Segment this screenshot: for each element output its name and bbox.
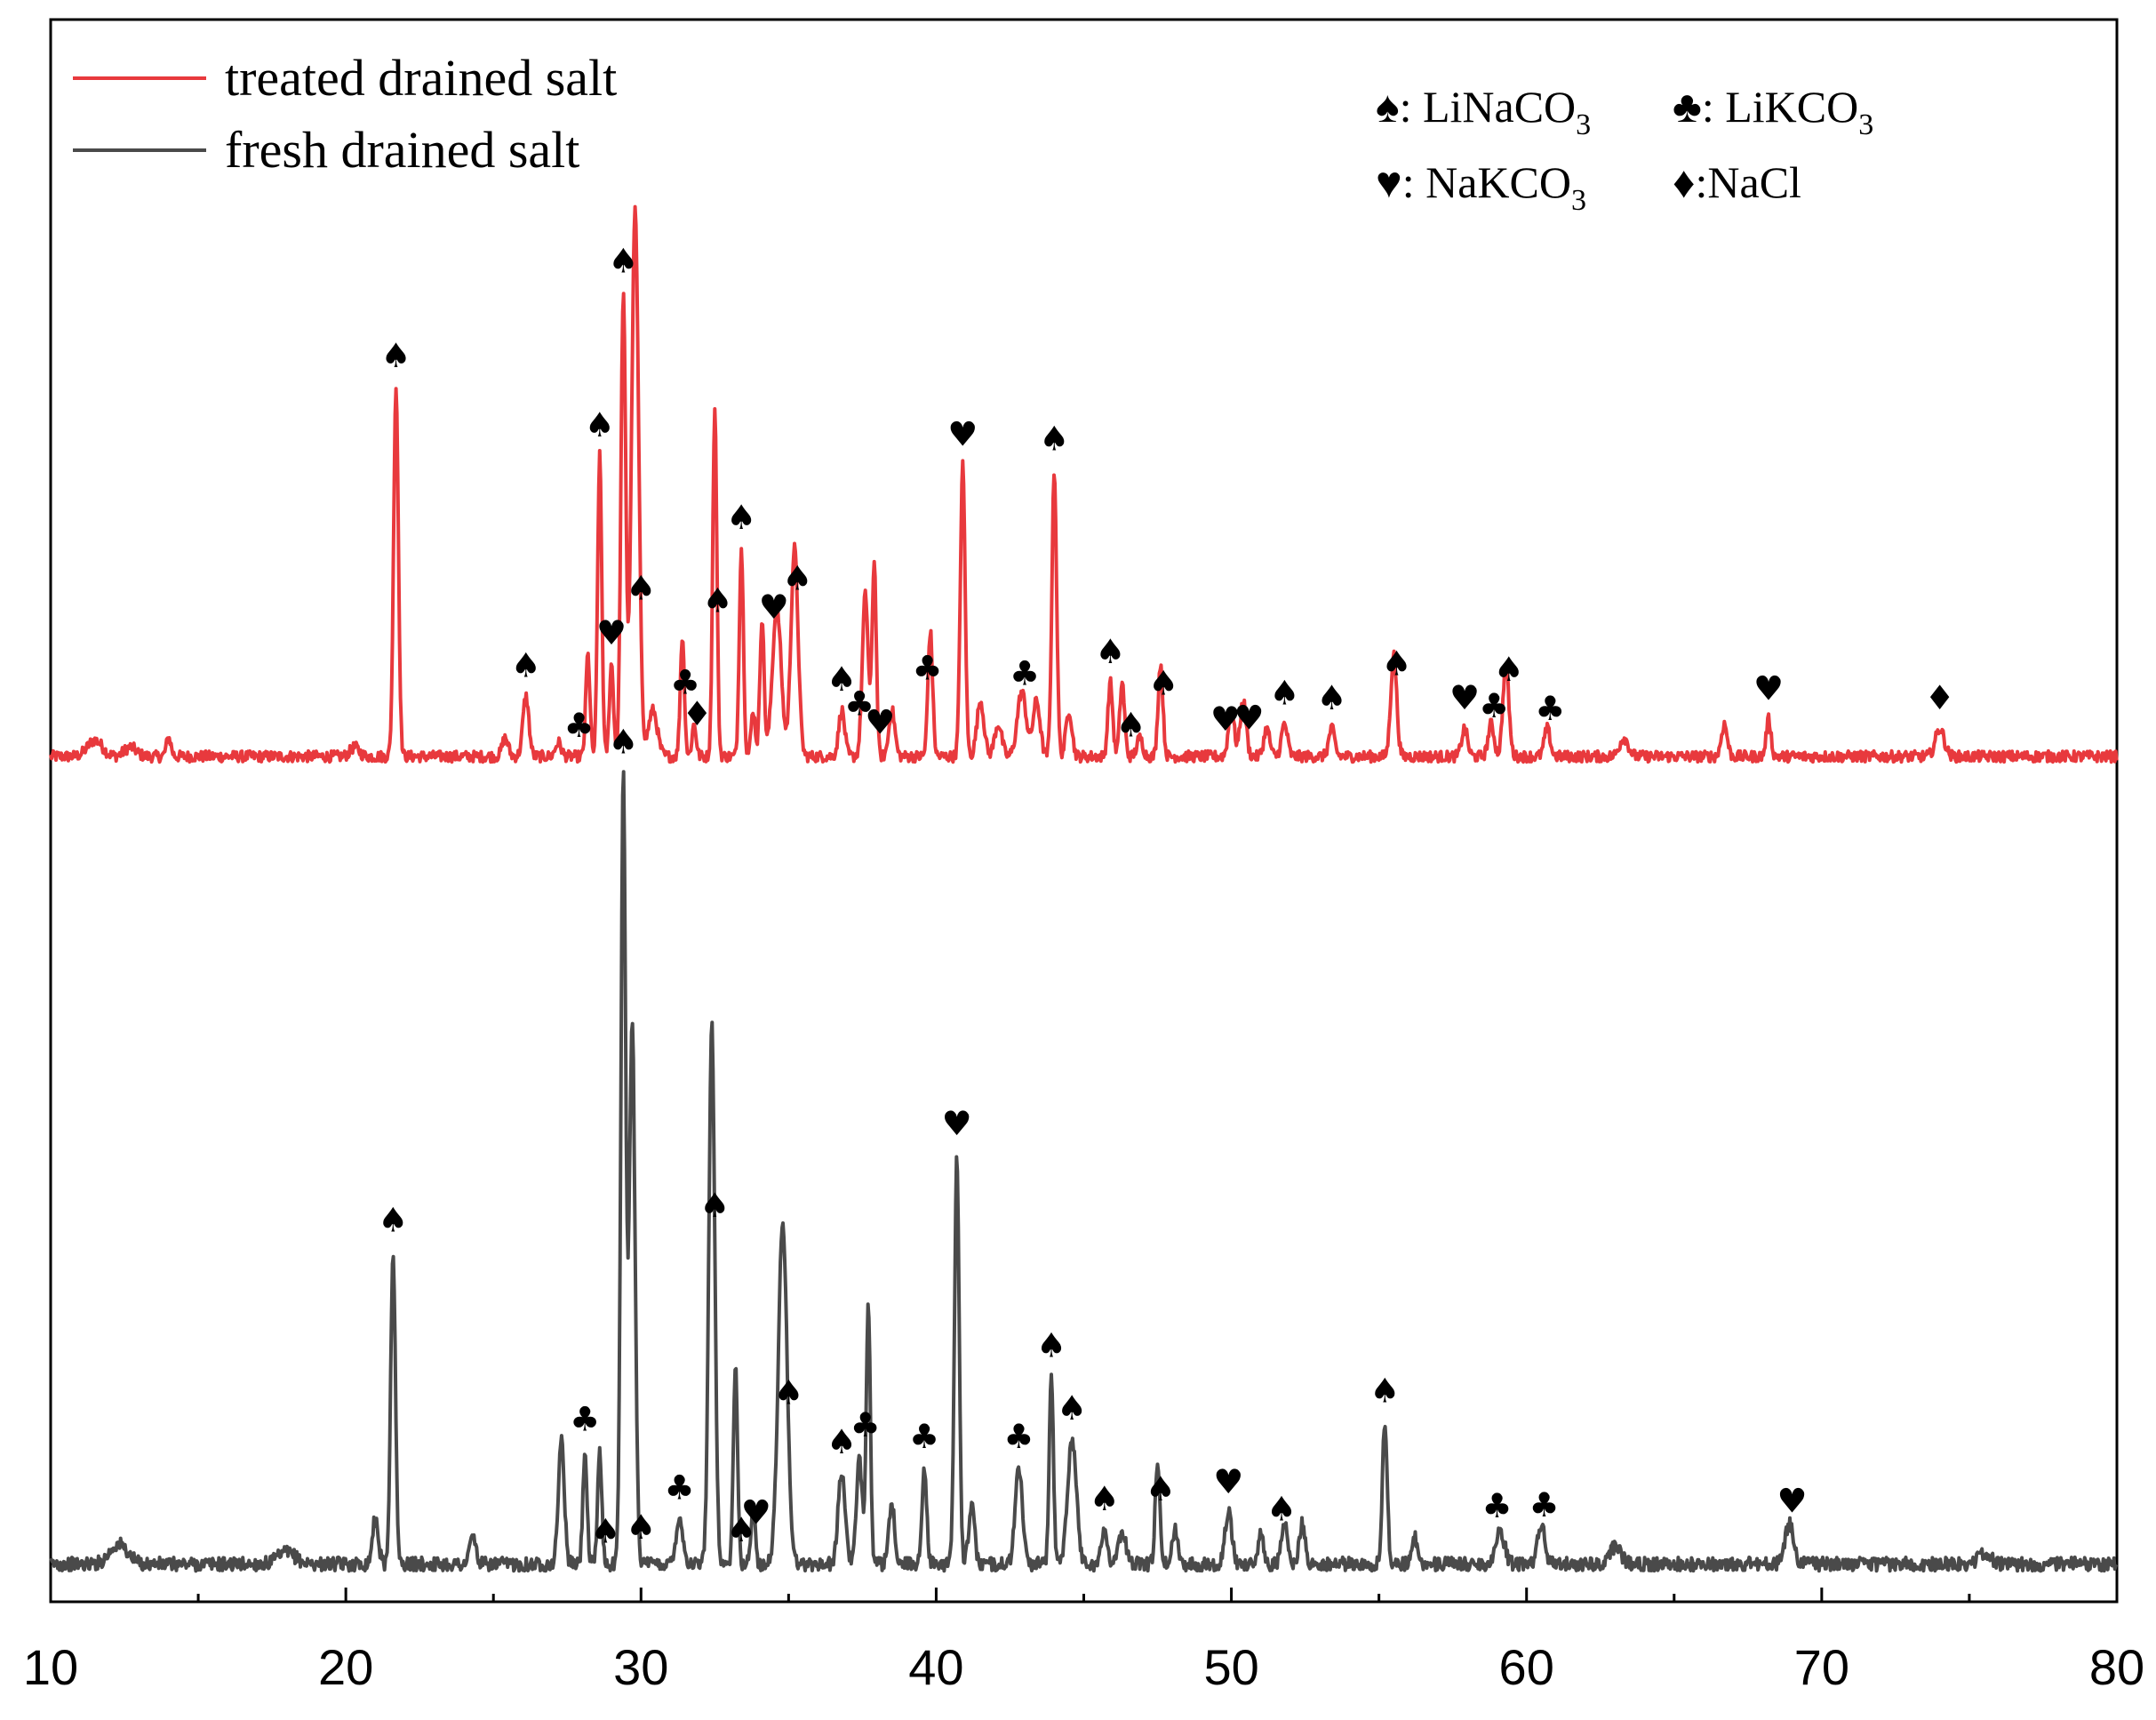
peak-marker: ♠ [726, 1510, 756, 1549]
x-tick-label: 70 [1794, 1639, 1849, 1695]
peak-marker: ♥ [1753, 668, 1784, 708]
phase-key-label: : NaKCO [1402, 157, 1571, 207]
peak-marker: ♠ [1036, 1325, 1066, 1364]
peak-marker: ♠ [585, 405, 615, 444]
peak-marker: ♠ [608, 723, 638, 762]
peak-marker: ♥ [1777, 1482, 1808, 1521]
peak-marker: ♣ [909, 1417, 939, 1456]
phase-key-label: : LiNaCO [1400, 82, 1577, 132]
peak-marker: ♣ [1529, 1485, 1560, 1524]
peak-marker: ♣ [844, 684, 874, 723]
peak-marker: ♣ [1535, 689, 1565, 728]
phase-key-subscript: 3 [1576, 108, 1591, 141]
peak-marker: ♣ [1003, 1417, 1034, 1456]
phase-key: ♠: LiNaCO3 ♣: LiKCO3 ♥: NaKCO3 ♦:NaCl [1376, 82, 1873, 217]
peak-marker: ♣ [664, 1468, 694, 1507]
peak-marker: ♣ [1010, 654, 1040, 693]
peak-marker: ♣ [570, 1400, 600, 1439]
peak-marker: ♠ [1369, 1372, 1400, 1411]
peak-marker: ♠ [699, 1186, 730, 1225]
x-tick-label: 50 [1203, 1639, 1258, 1695]
peak-marker: ♠ [782, 559, 812, 598]
peak-marker: ♥ [1449, 678, 1480, 717]
peak-marker: ♠ [1494, 650, 1524, 689]
peak-marker: ♥ [741, 1493, 771, 1532]
peak-marker: ♥ [1234, 699, 1264, 738]
peak-marker: ♠ [381, 336, 411, 375]
peak-marker: ♠ [1057, 1388, 1087, 1428]
peak-annotations: ♠♠♣♥♠♠♠♣♦♠♠♥♠♠♣♥♣♥♣♠♠♠♠♥♥♠ ♠♠♥ ♣♠♣♥ ♦♠♣♠♠♠♣… [378, 242, 1954, 1551]
series-line-1 [49, 770, 2119, 1573]
peak-marker: ♠ [1269, 674, 1299, 713]
peak-marker: ♣ [670, 662, 700, 701]
peak-marker: ♠ [626, 569, 656, 608]
x-tick-label: 80 [2089, 1639, 2144, 1695]
legend-label-treated: treated drained salt [225, 49, 617, 107]
x-axis: 10 20 30 40 50 60 70 80 [23, 1588, 2144, 1695]
peak-marker: ♠ [1039, 420, 1069, 459]
x-tick-label: 40 [908, 1639, 963, 1695]
peak-marker: ♦ [1925, 678, 1955, 717]
peak-marker: ♠ [1146, 1469, 1176, 1508]
peak-marker: ♠ [1316, 678, 1346, 717]
peak-marker: ♣ [1481, 1486, 1512, 1525]
phase-key-label: : LiKCO [1702, 82, 1858, 132]
phase-key-likco3: ♣: LiKCO3 [1673, 82, 1873, 141]
phase-key-symbol: ♠ [1376, 82, 1400, 132]
phase-key-subscript: 3 [1858, 108, 1873, 141]
peak-marker: ♥ [865, 702, 895, 741]
peak-marker: ♠ [1116, 706, 1146, 745]
peak-marker: ♠ [1090, 1479, 1120, 1518]
peak-marker: ♠ [626, 1508, 656, 1547]
x-tick-label: 20 [318, 1639, 373, 1695]
peak-marker: ♠ [1095, 632, 1125, 671]
phase-key-symbol: ♦ [1673, 157, 1696, 207]
peak-marker: ♥ [1213, 1462, 1243, 1501]
phase-key-symbol: ♣ [1673, 82, 1702, 132]
peak-marker: ♣ [1479, 686, 1509, 725]
peak-marker: ♠ [773, 1373, 803, 1412]
peak-marker: ♣ [563, 706, 594, 745]
phase-key-nacl: ♦:NaCl [1673, 157, 1801, 207]
phase-key-label: :NaCl [1696, 157, 1801, 207]
phase-key-nakco3: ♥: NaKCO3 [1376, 157, 1586, 217]
peak-marker: ♥ [759, 588, 789, 627]
series-line-0 [49, 204, 2119, 764]
peak-marker: ♣ [850, 1405, 881, 1444]
legend: treated drained salt fresh drained salt [73, 49, 617, 179]
peak-marker: ♠ [378, 1201, 408, 1240]
peak-marker: ♠ [590, 1511, 620, 1550]
peak-marker: ♥ [947, 414, 978, 453]
peak-marker: ♠ [703, 580, 733, 620]
peak-marker: ♠ [1382, 644, 1412, 684]
phase-key-linaco3: ♠: LiNaCO3 [1376, 82, 1591, 141]
phase-key-subscript: 3 [1571, 184, 1586, 217]
peak-marker: ♠ [826, 1422, 857, 1461]
peak-marker: ♦ [682, 694, 712, 733]
x-tick-label: 60 [1499, 1639, 1554, 1695]
peak-marker: ♥ [1210, 700, 1241, 739]
peak-marker: ♥ [942, 1104, 972, 1143]
x-tick-label: 10 [23, 1639, 78, 1695]
legend-label-fresh: fresh drained salt [225, 121, 579, 179]
peak-marker: ♥ [596, 613, 627, 652]
series-layer [49, 204, 2119, 1573]
peak-marker: ♣ [912, 649, 942, 688]
peak-marker: ♠ [726, 498, 756, 537]
x-tick-label: 30 [613, 1639, 668, 1695]
plot-frame [49, 18, 2119, 1604]
peak-marker: ♠ [1148, 663, 1178, 702]
peak-marker: ♠ [1266, 1489, 1297, 1528]
peak-marker: ♠ [511, 645, 541, 684]
peak-marker: ♠ [826, 660, 857, 699]
peak-marker: ♠ [608, 242, 638, 281]
phase-key-symbol: ♥ [1376, 157, 1402, 207]
